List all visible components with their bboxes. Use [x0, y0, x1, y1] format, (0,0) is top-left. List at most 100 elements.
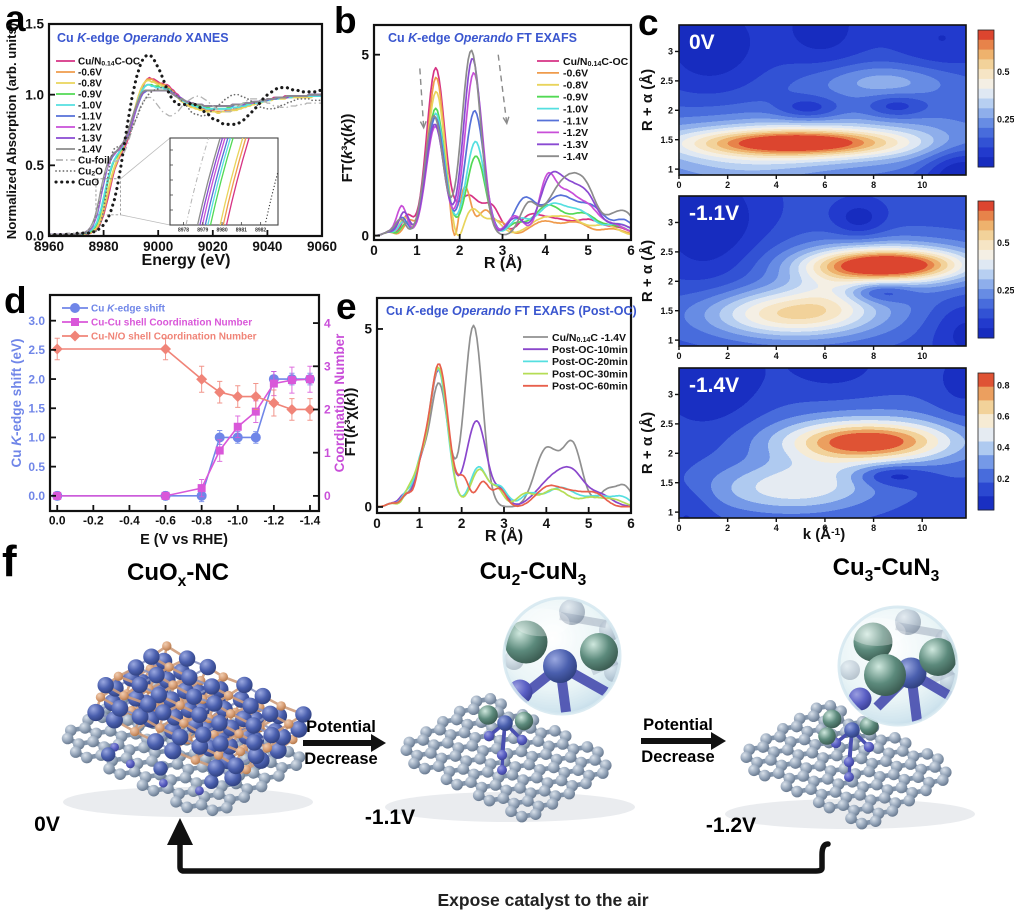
marker-square	[251, 407, 260, 416]
legend-label: -0.9V	[563, 91, 588, 103]
copper-atom	[227, 757, 245, 775]
carbon-atom	[538, 785, 551, 797]
carbon-atom	[740, 751, 753, 763]
y2-tick-label: 3	[324, 359, 331, 373]
marker-square	[161, 491, 170, 500]
carbon-atom	[555, 774, 568, 787]
legend-label: Post-OC-30min	[552, 368, 628, 380]
copper-atom	[171, 728, 189, 746]
nitrogen-atom	[844, 772, 854, 782]
copper-atom	[269, 741, 287, 759]
carbon-atom	[564, 751, 577, 763]
contour-frame	[678, 367, 967, 519]
carbon-atom	[206, 804, 219, 817]
copper-atom	[246, 734, 263, 751]
zoom-bubble-cu3	[837, 605, 959, 727]
y-tick-label: 2.0	[28, 372, 45, 386]
carbon-atom	[179, 771, 192, 784]
marker-square	[197, 484, 206, 493]
carbon-atom	[581, 741, 594, 753]
colorbar-band	[978, 308, 994, 319]
colorbar-band	[978, 269, 994, 280]
legend-label: -1.2V	[78, 123, 102, 134]
nitrogen-atom	[516, 734, 528, 746]
bubble-gloss	[849, 617, 906, 646]
carbon-atom	[863, 765, 875, 778]
colorbar-band	[978, 98, 994, 109]
copper-atom	[207, 759, 225, 777]
colorbar-band	[978, 127, 994, 139]
legend-label: -0.8V	[78, 79, 102, 90]
carbon-atom	[774, 730, 786, 743]
colorbar-band	[978, 201, 994, 212]
carbon-atom	[483, 794, 496, 807]
legend-label: -1.4V	[563, 151, 588, 163]
copper-green-atom	[514, 711, 534, 731]
nitrogen-atom	[863, 741, 875, 753]
y-tick-label: 1.0	[25, 87, 44, 102]
carbon-atom	[757, 741, 769, 753]
marker-circle	[250, 432, 261, 443]
plot-frame	[48, 293, 321, 513]
contour-y-tick-label: 1	[668, 335, 673, 345]
x-tick-label: -1.2	[264, 514, 285, 528]
arrow2-label-decrease: Decrease	[641, 748, 715, 766]
carbon-atom	[61, 732, 74, 745]
x-tick-label: 3	[500, 516, 508, 531]
copper-atom	[87, 703, 105, 722]
contour-y-tick-label: 2.5	[660, 76, 673, 86]
carbon-atom	[869, 815, 882, 827]
carbon-atom	[449, 750, 462, 762]
colorbar-frame	[977, 372, 995, 511]
zoom-bubble-cu2	[502, 596, 622, 716]
legend-label: Cu/N0.14C-OC	[563, 56, 629, 68]
bubble-nitrogen-atom	[848, 687, 872, 711]
contour-x-tick-label: 0	[676, 180, 681, 190]
carbon-atom	[937, 774, 949, 786]
copper-atom	[211, 715, 228, 732]
carbon-atom	[221, 801, 233, 814]
contour-label: 0V	[689, 31, 715, 54]
colorbar-band	[978, 249, 994, 261]
y-tick-label: 0.0	[25, 229, 44, 244]
x-tick-label: 3	[499, 243, 507, 258]
marker-diamond	[160, 343, 172, 355]
contour-x-tick-label: 10	[917, 180, 927, 190]
nitrogen-atom	[158, 778, 168, 788]
legend-label: CuO	[78, 178, 99, 189]
x-tick-label: 0.0	[49, 514, 66, 528]
contour-x-tick-label: 10	[917, 351, 927, 361]
copper-atom	[295, 706, 312, 723]
inset-edge	[222, 138, 247, 225]
inset-edge	[207, 138, 231, 225]
graphene-sheet-cu3	[725, 700, 975, 830]
carbon-atom	[69, 746, 82, 758]
copper-atom	[254, 687, 271, 705]
carbon-atom	[797, 770, 809, 782]
legend-label: -1.3V	[563, 139, 588, 151]
colorbar-band	[978, 318, 994, 329]
structure-title-cuox-nc: CuOx-NC	[126, 559, 230, 590]
colorbar-frame	[977, 200, 995, 339]
cuox-slab	[87, 641, 312, 796]
marker-diamond	[232, 391, 244, 403]
y-axis-title: FT(k³χ(k))	[339, 114, 356, 183]
carbon-atom	[790, 720, 803, 733]
carbon-atom	[572, 764, 584, 776]
panel-a-letter: a	[5, 0, 26, 39]
carbon-atom	[273, 770, 285, 782]
x-tick-label: 1	[416, 516, 424, 531]
marker-diamond	[286, 403, 298, 415]
marker-diamond	[214, 386, 226, 398]
colorbar-band	[978, 210, 994, 222]
carbon-atom	[147, 784, 160, 797]
bubble-gloss	[513, 608, 570, 637]
potential-arrow-head	[371, 734, 386, 752]
carbon-atom	[489, 779, 502, 791]
legend-label: -1.2V	[563, 127, 588, 139]
nitrogen-atom	[496, 749, 508, 761]
legend-label: Post-OC-60min	[552, 381, 628, 393]
copper-atom	[148, 666, 165, 684]
arrow1-label-potential: Potential	[306, 718, 376, 736]
